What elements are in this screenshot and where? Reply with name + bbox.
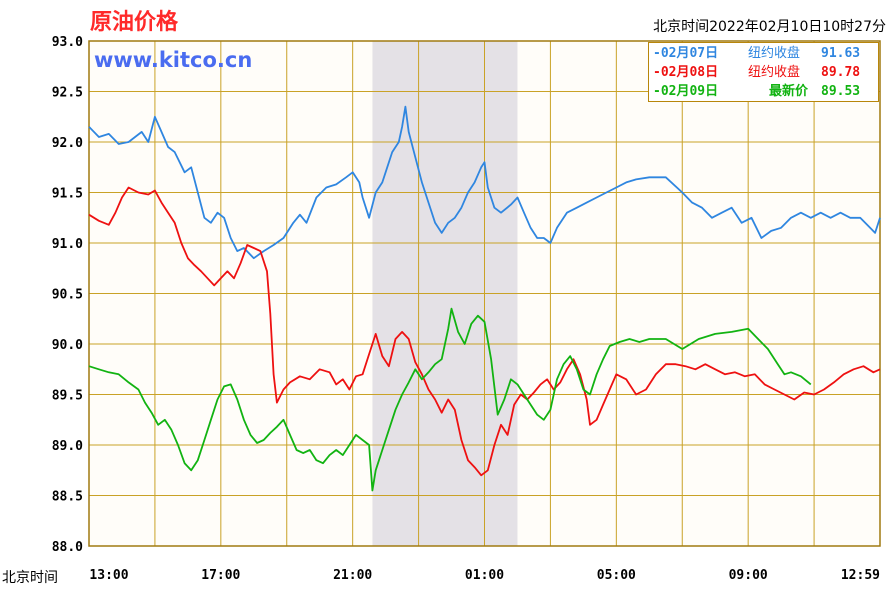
y-tick-label: 88.0 [52, 540, 83, 555]
y-tick-label: 93.0 [52, 35, 83, 50]
legend: -02月07日 纽约收盘 91.63 -02月08日 纽约收盘 89.78 -0… [648, 42, 879, 102]
legend-value: 89.78 [821, 65, 861, 80]
legend-date: -02月08日 [653, 65, 719, 80]
x-axis-title: 北京时间 [2, 570, 58, 586]
series-line-1 [88, 105, 881, 260]
legend-date: -02月07日 [653, 46, 719, 61]
y-tick-label: 88.5 [52, 490, 83, 505]
y-tick-label: 89.5 [52, 389, 83, 404]
series-line-3 [88, 307, 812, 492]
chart-title: 原油价格 [90, 10, 179, 35]
x-tick-label: 21:00 [333, 568, 372, 583]
series-line-2 [88, 186, 881, 477]
legend-value: 89.53 [821, 84, 861, 99]
legend-label: 最新价 [769, 84, 809, 99]
y-tick-label: 91.0 [52, 237, 83, 252]
x-tick-label: 09:00 [729, 568, 768, 583]
legend-date: -02月09日 [653, 84, 719, 99]
x-tick-label: 01:00 [465, 568, 504, 583]
timestamp: 北京时间2022年02月10日10时27分 [653, 19, 886, 35]
legend-label: 纽约收盘 [748, 46, 801, 61]
x-tick-label: 05:00 [597, 568, 636, 583]
y-tick-label: 92.5 [52, 86, 83, 101]
y-tick-label: 90.5 [52, 288, 83, 303]
y-tick-label: 92.0 [52, 136, 83, 151]
x-tick-label: 13:00 [89, 568, 128, 583]
x-tick-label: 17:00 [201, 568, 240, 583]
legend-label: 纽约收盘 [748, 65, 801, 80]
y-tick-label: 89.0 [52, 439, 83, 454]
watermark-url: www.kitco.cn [94, 48, 253, 72]
plot-frame [88, 40, 881, 547]
y-tick-label: 91.5 [52, 187, 83, 202]
legend-value: 91.63 [821, 46, 861, 61]
x-tick-label: 12:59 [841, 568, 880, 583]
y-tick-label: 90.0 [52, 338, 83, 353]
